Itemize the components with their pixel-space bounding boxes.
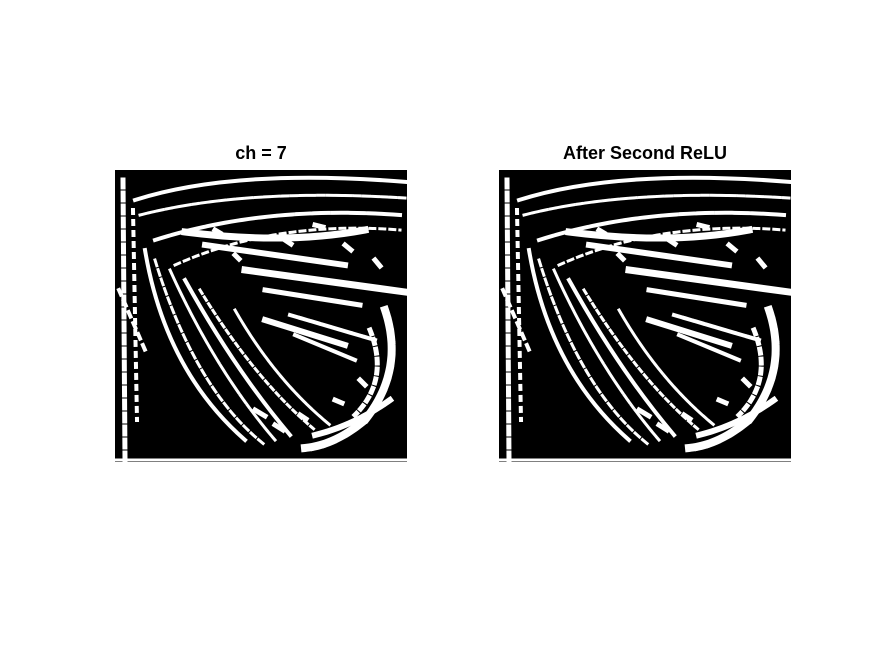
feature-map-strokes-right: [499, 175, 791, 462]
panel-after-relu: After Second ReLU: [499, 143, 791, 462]
feature-map-right-svg: [499, 175, 791, 462]
panel-channel-7: ch = 7: [115, 143, 407, 462]
feature-map-left-svg: [115, 175, 407, 462]
feature-map-image-right: [499, 170, 791, 462]
panel-title-right: After Second ReLU: [562, 143, 728, 163]
feature-map-strokes-left: [115, 175, 407, 462]
panel-title-left: ch = 7: [235, 143, 287, 163]
feature-map-image-left: [115, 170, 407, 462]
